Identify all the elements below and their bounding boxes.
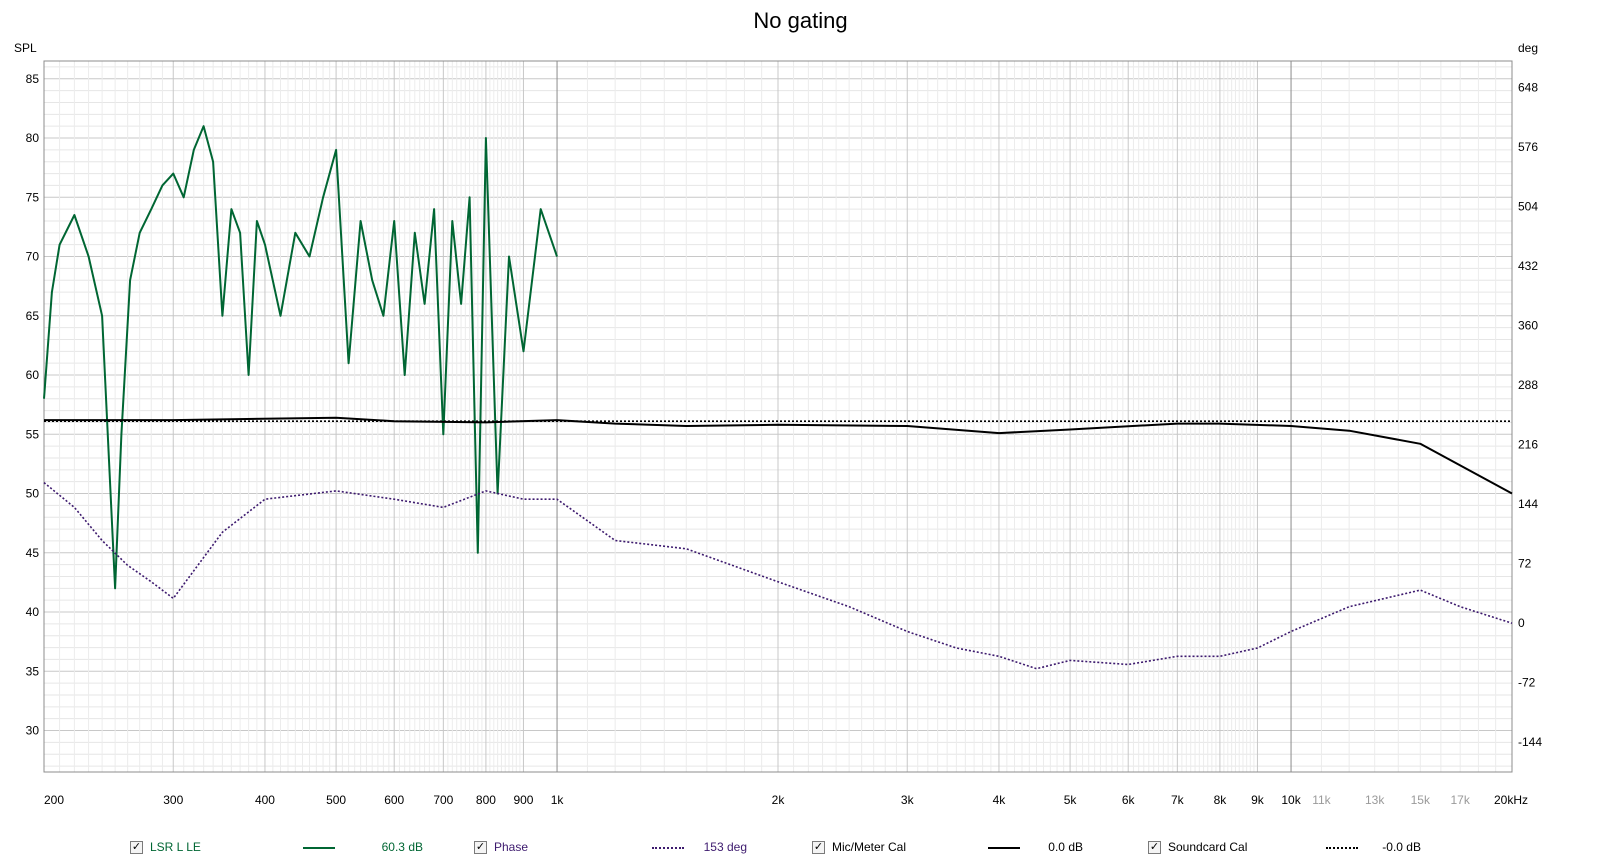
- left-tick-label: 50: [26, 487, 40, 501]
- left-tick-label: 55: [26, 427, 40, 441]
- right-tick-label: 648: [1518, 80, 1538, 94]
- legend-bar: ✓ LSR L LE 60.3 dB ✓ Phase 153 deg ✓ Mic…: [0, 838, 1601, 857]
- micmeter-line-swatch: [988, 847, 1020, 849]
- x-tick-label: 7k: [1171, 793, 1185, 807]
- left-tick-label: 80: [26, 131, 40, 145]
- x-tick-label: 200: [44, 793, 64, 807]
- right-tick-label: 288: [1518, 378, 1538, 392]
- left-tick-label: 40: [26, 605, 40, 619]
- right-tick-label: 504: [1518, 200, 1538, 214]
- micmeter-checkbox[interactable]: ✓: [812, 841, 825, 854]
- phase-label: Phase: [494, 840, 529, 854]
- left-tick-label: 35: [26, 664, 40, 678]
- right-axis-label: deg: [1518, 41, 1538, 55]
- x-tick-label: 400: [255, 793, 275, 807]
- lsr-checkbox[interactable]: ✓: [130, 841, 143, 854]
- right-tick-label: -144: [1518, 735, 1542, 749]
- x-tick-label: 3k: [901, 793, 915, 807]
- x-tick-label-minor: 11k: [1312, 793, 1331, 807]
- x-tick-label: 700: [433, 793, 453, 807]
- plot-frame: [43, 60, 1513, 773]
- right-tick-label: 0: [1518, 616, 1525, 630]
- x-tick-label-minor: 13k: [1365, 793, 1385, 807]
- series-line-lsr-l-le: [43, 125, 558, 590]
- soundcard-checkbox[interactable]: ✓: [1148, 841, 1161, 854]
- phase-value: 153 deg: [703, 840, 747, 854]
- x-tick-label-minor: 15k: [1411, 793, 1431, 807]
- left-tick-label: 60: [26, 368, 40, 382]
- x-tick-label: 4k: [993, 793, 1007, 807]
- phase-checkbox[interactable]: ✓: [474, 841, 487, 854]
- x-tick-label: 2k: [772, 793, 786, 807]
- x-tick-label-minor: 17k: [1451, 793, 1471, 807]
- left-tick-label: 85: [26, 72, 40, 86]
- series-line-phase: [43, 481, 1513, 670]
- lsr-value: 60.3 dB: [381, 840, 423, 854]
- micmeter-label: Mic/Meter Cal: [832, 840, 907, 854]
- left-tick-label: 45: [26, 546, 40, 560]
- x-tick-label: 10k: [1281, 793, 1301, 807]
- right-tick-label: -72: [1518, 676, 1536, 690]
- lsr-label: LSR L LE: [150, 840, 201, 854]
- right-tick-label: 576: [1518, 140, 1538, 154]
- frequency-response-chart: 85 80 75 70 65 60 55 50 45 40 35 30 648 576 504 432 360 2…: [14, 41, 1542, 807]
- phase-line-swatch: [652, 847, 684, 849]
- right-tick-label: 216: [1518, 438, 1538, 452]
- x-tick-label: 300: [163, 793, 183, 807]
- right-tick-label: 360: [1518, 319, 1538, 333]
- right-tick-label: 144: [1518, 497, 1538, 511]
- x-tick-label: 600: [384, 793, 404, 807]
- x-tick-label: 5k: [1064, 793, 1078, 807]
- x-tick-label: 20kHz: [1494, 793, 1528, 807]
- x-tick-label: 900: [513, 793, 533, 807]
- lsr-line-swatch: [303, 847, 335, 849]
- chart-title: No gating: [753, 8, 848, 33]
- right-tick-label: 432: [1518, 259, 1538, 273]
- x-tick-label: 6k: [1122, 793, 1136, 807]
- left-tick-label: 65: [26, 309, 40, 323]
- left-tick-label: 75: [26, 190, 40, 204]
- x-tick-label: 9k: [1251, 793, 1265, 807]
- soundcard-line-swatch: [1326, 847, 1358, 849]
- x-tick-label: 800: [476, 793, 496, 807]
- soundcard-value: -0.0 dB: [1382, 840, 1421, 854]
- left-tick-label: 70: [26, 250, 40, 264]
- x-tick-label: 8k: [1214, 793, 1228, 807]
- right-tick-label: 72: [1518, 557, 1532, 571]
- x-tick-label: 500: [326, 793, 346, 807]
- x-tick-label: 1k: [551, 793, 565, 807]
- micmeter-value: 0.0 dB: [1048, 840, 1083, 854]
- left-axis-label: SPL: [14, 41, 37, 55]
- soundcard-label: Soundcard Cal: [1168, 840, 1248, 854]
- left-tick-label: 30: [26, 724, 40, 738]
